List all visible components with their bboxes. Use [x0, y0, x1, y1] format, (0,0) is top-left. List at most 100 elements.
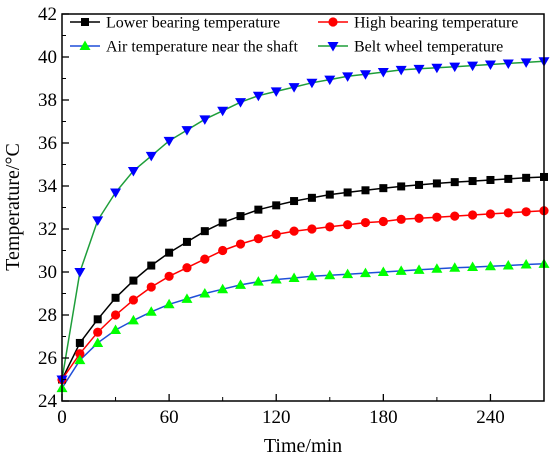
y-tick-label: 38 [38, 90, 57, 111]
data-point [217, 283, 229, 294]
series-line-1 [62, 176, 544, 380]
data-point [271, 229, 281, 239]
data-point [379, 184, 388, 193]
data-point [485, 209, 496, 219]
y-tick-label: 26 [38, 348, 57, 369]
data-point [467, 261, 479, 272]
data-point [413, 264, 425, 274]
y-axis: 24 26 28 30 32 34 36 38 40 42 [38, 4, 69, 412]
data-point [288, 272, 300, 283]
series-line-4 [62, 60, 544, 380]
legend-marker [328, 17, 338, 27]
y-tick-label: 24 [38, 391, 58, 412]
data-point [182, 263, 192, 273]
data-point [127, 166, 139, 177]
data-point [502, 260, 514, 270]
data-point [325, 222, 335, 232]
data-point [450, 178, 459, 187]
data-point [147, 261, 156, 270]
y-tick-label: 30 [38, 262, 57, 283]
y-tick-label: 28 [38, 305, 57, 326]
data-point [92, 216, 104, 226]
data-point [252, 91, 264, 102]
data-point [324, 75, 336, 86]
x-tick-label: 240 [476, 407, 505, 428]
data-point [93, 315, 102, 324]
data-point [235, 239, 246, 249]
data-point [146, 282, 156, 292]
data-point [163, 136, 175, 147]
data-point [93, 327, 103, 337]
data-point [413, 64, 425, 75]
data-point [75, 338, 84, 347]
data-point [504, 174, 513, 183]
x-axis: 0 60 120 180 240 [57, 394, 505, 428]
data-point [290, 197, 299, 206]
data-point [110, 310, 121, 320]
x-tick-label: 120 [262, 407, 291, 428]
data-point [503, 208, 513, 218]
data-point [270, 274, 282, 284]
legend-marker [327, 42, 339, 52]
data-point [199, 115, 211, 125]
data-point [181, 293, 193, 303]
data-point [378, 216, 388, 227]
data-point [252, 276, 264, 286]
data-point [128, 295, 139, 305]
data-point [145, 306, 157, 316]
data-point [343, 220, 353, 230]
legend: Lower bearing temperature High bearing te… [70, 15, 518, 56]
legend-marker [79, 40, 91, 50]
x-tick-label: 180 [369, 407, 398, 428]
data-point [484, 260, 496, 271]
data-point [181, 126, 193, 136]
data-point [431, 63, 443, 74]
data-point [235, 98, 247, 108]
data-point [165, 248, 174, 257]
data-point [467, 210, 478, 220]
data-point [288, 83, 300, 93]
x-tick-label: 0 [57, 407, 67, 428]
data-point [432, 179, 441, 188]
data-point [342, 268, 354, 279]
data-point [236, 212, 245, 221]
data-point [127, 314, 139, 325]
data-point [467, 61, 479, 72]
data-point [307, 224, 317, 234]
data-point [361, 186, 370, 195]
data-point [272, 201, 281, 210]
data-point [414, 213, 424, 223]
data-point [324, 269, 336, 280]
data-point [395, 65, 407, 76]
data-point [306, 78, 318, 89]
y-axis-title: Temperature/°C [2, 143, 24, 271]
data-point [74, 268, 86, 278]
data-point [235, 279, 247, 289]
data-point [449, 262, 461, 272]
data-point [377, 68, 389, 78]
x-tick-label: 60 [160, 407, 179, 428]
data-point [522, 173, 531, 182]
series-line-3 [62, 263, 544, 389]
data-point [253, 234, 263, 244]
data-point [449, 62, 461, 73]
data-point [289, 226, 299, 236]
data-point [415, 180, 424, 189]
series-line-2 [62, 209, 544, 380]
data-point [199, 288, 211, 298]
data-point [395, 265, 407, 275]
data-point [74, 354, 86, 365]
data-point [218, 218, 227, 227]
data-point [484, 60, 496, 71]
data-point [163, 298, 175, 309]
plot-frame [61, 13, 545, 402]
legend-label: Belt wheel temperature [354, 39, 503, 56]
data-point [307, 193, 316, 202]
data-point [359, 267, 371, 278]
data-point [359, 70, 371, 80]
data-point [270, 87, 282, 97]
data-point [110, 324, 122, 335]
data-point [325, 190, 334, 199]
data-point [520, 258, 532, 269]
y-tick-label: 42 [38, 4, 57, 25]
